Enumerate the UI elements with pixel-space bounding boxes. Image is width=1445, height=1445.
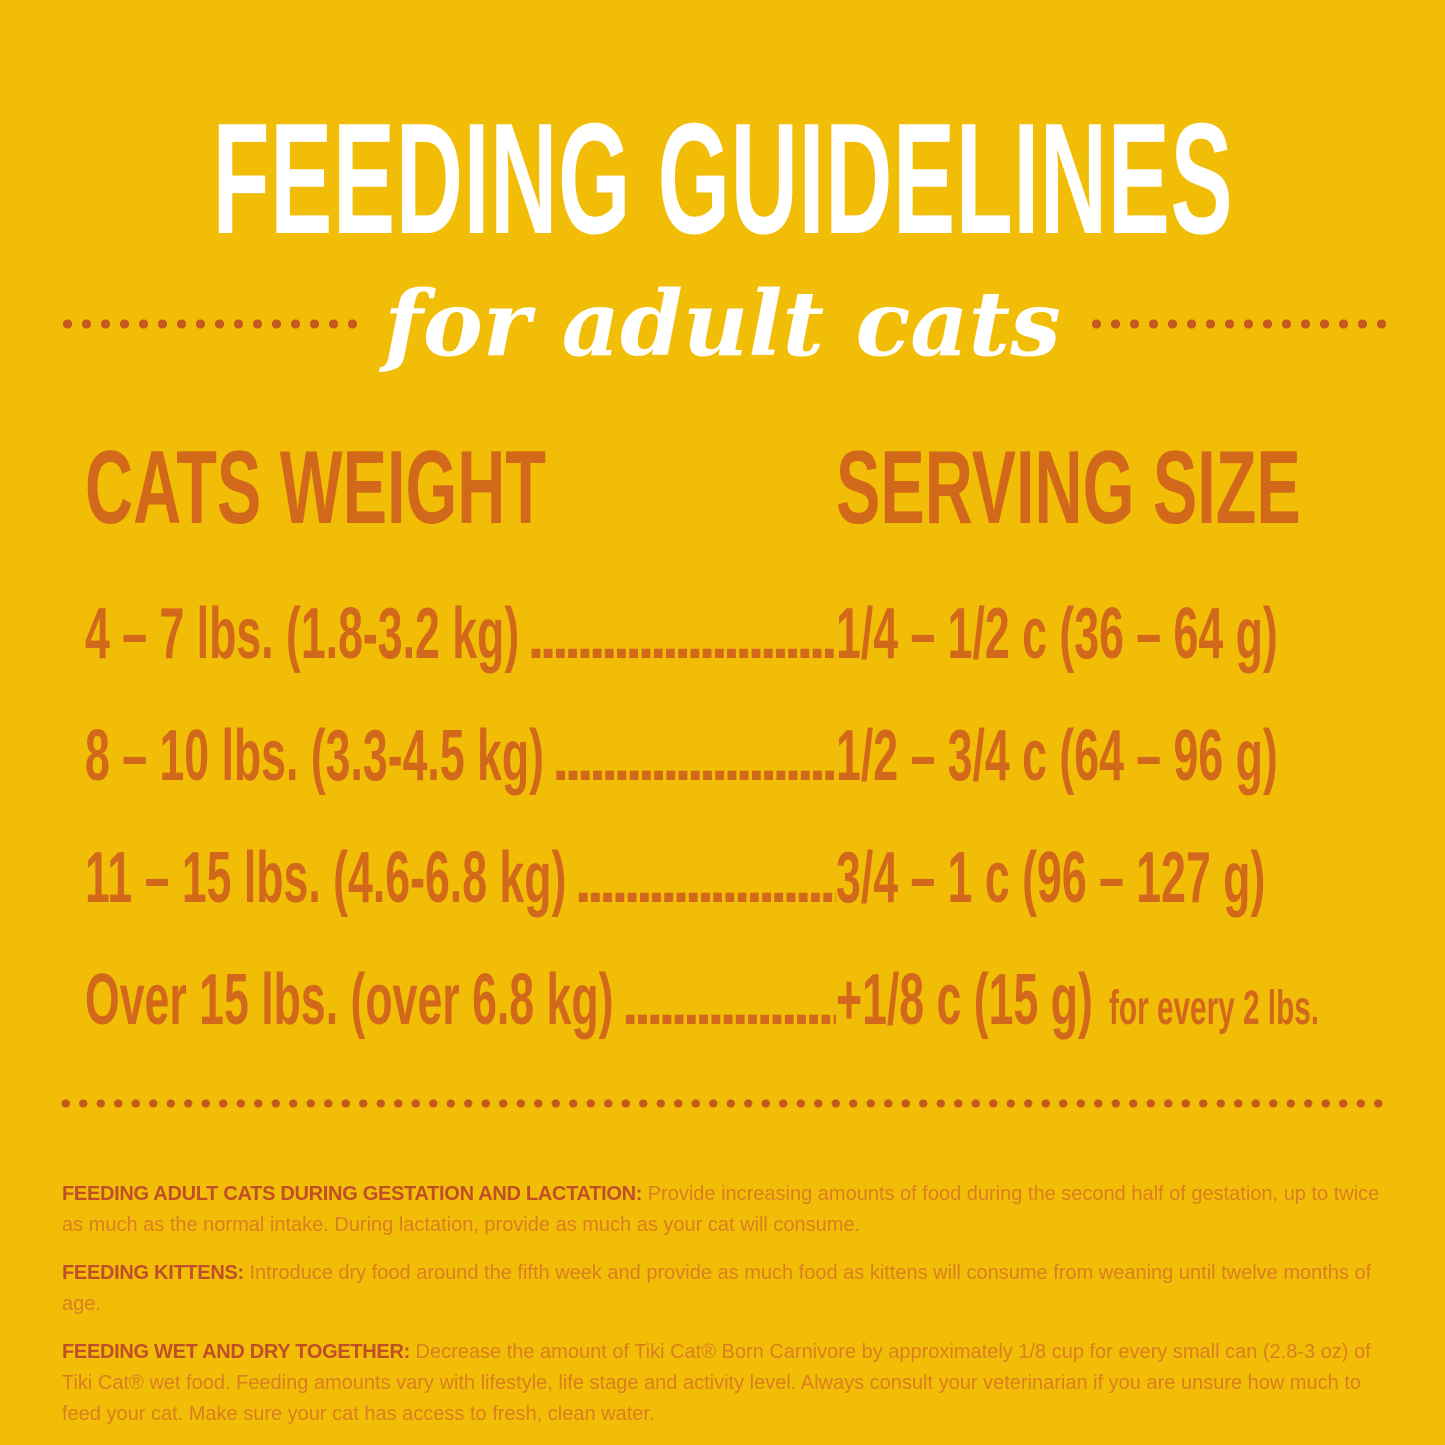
dot-leader: ........................................…: [552, 729, 836, 791]
serving-cell: 1/4 – 1/2 c (36 – 64 g): [836, 594, 1278, 674]
table-row: 4 – 7 lbs. (1.8-3.2 kg) ................…: [85, 598, 1388, 670]
weight-cell: 4 – 7 lbs. (1.8-3.2 kg): [85, 594, 520, 674]
footer-paragraph-kittens: FEEDING KITTENS: Introduce dry food arou…: [62, 1258, 1387, 1320]
footer-paragraph-text: Provide increasing amounts of food durin…: [62, 1183, 1380, 1236]
dot-leader: ........................................…: [527, 607, 836, 669]
column-header-serving-size: SERVING SIZE: [836, 430, 1301, 546]
page-title-text: FEEDING GUIDELINES: [212, 91, 1234, 267]
subtitle-text: for adult cats: [384, 271, 1061, 377]
footer-paragraph-label: FEEDING WET AND DRY TOGETHER:: [62, 1341, 410, 1363]
weight-cell: Over 15 lbs. (over 6.8 kg): [85, 960, 614, 1040]
table-row: 11 – 15 lbs. (4.6-6.8 kg) ..............…: [85, 842, 1388, 914]
footer-notes: FEEDING ADULT CATS DURING GESTATION AND …: [0, 1179, 1445, 1430]
serving-cell: 3/4 – 1 c (96 – 127 g): [836, 838, 1266, 918]
weight-cell: 8 – 10 lbs. (3.3-4.5 kg): [85, 716, 545, 796]
feeding-table: CATS WEIGHT SERVING SIZE 4 – 7 lbs. (1.8…: [0, 436, 1445, 1036]
footer-paragraph-label: FEEDING ADULT CATS DURING GESTATION AND …: [62, 1183, 643, 1205]
footer-paragraph-text: Decrease the amount of Tiki Cat® Born Ca…: [62, 1341, 1371, 1425]
footer-paragraph-wet-dry: FEEDING WET AND DRY TOGETHER: Decrease t…: [62, 1337, 1387, 1430]
dotted-line-right: [1086, 318, 1388, 330]
dot-leader: ........................................…: [574, 851, 836, 913]
serving-suffix: for every 2 lbs.: [1108, 982, 1319, 1035]
footer-paragraph-text: Introduce dry food around the fifth week…: [62, 1262, 1372, 1315]
subtitle-row: for adult cats: [0, 262, 1445, 386]
serving-cell-wrap: +1/8 c (15 g) for every 2 lbs.: [836, 964, 1388, 1036]
serving-cell-wrap: 3/4 – 1 c (96 – 127 g): [836, 842, 1388, 914]
column-header-cats-weight: CATS WEIGHT: [85, 430, 546, 546]
page-title: FEEDING GUIDELINES: [0, 100, 1445, 258]
weight-cell: 11 – 15 lbs. (4.6-6.8 kg): [85, 838, 567, 918]
footer-paragraph-label: FEEDING KITTENS:: [62, 1262, 244, 1284]
dotted-line-left: [58, 318, 359, 330]
table-row: Over 15 lbs. (over 6.8 kg) .............…: [85, 964, 1388, 1036]
table-header-row: CATS WEIGHT SERVING SIZE: [85, 436, 1388, 540]
table-row: 8 – 10 lbs. (3.3-4.5 kg) ...............…: [85, 720, 1388, 792]
dotted-divider: [57, 1098, 1390, 1109]
serving-cell-wrap: 1/4 – 1/2 c (36 – 64 g): [836, 598, 1388, 670]
footer-paragraph-gestation: FEEDING ADULT CATS DURING GESTATION AND …: [62, 1179, 1387, 1241]
dot-leader: ........................................…: [621, 973, 836, 1035]
serving-cell: +1/8 c (15 g): [836, 960, 1093, 1040]
serving-cell: 1/2 – 3/4 c (64 – 96 g): [836, 716, 1278, 796]
serving-cell-wrap: 1/2 – 3/4 c (64 – 96 g): [836, 720, 1388, 792]
